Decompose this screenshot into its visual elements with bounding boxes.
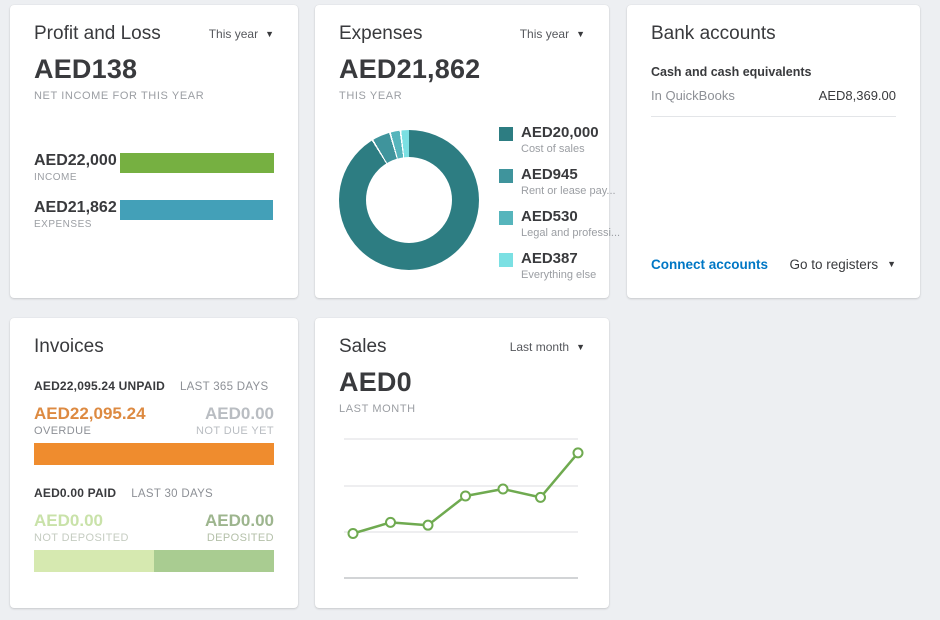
expenses-donut-chart: AED20,000 Cost of sales AED945 Rent or l… xyxy=(339,124,620,281)
unpaid-period: LAST 365 DAYS xyxy=(179,381,269,393)
legend-item[interactable]: AED945 Rent or lease pay... xyxy=(499,166,620,197)
pnl-period-dropdown[interactable]: This year ▼ xyxy=(209,27,274,41)
legend-value: AED945 xyxy=(521,166,578,183)
deposited-segment[interactable] xyxy=(154,550,274,572)
legend-swatch xyxy=(499,169,513,183)
pnl-income-row[interactable]: AED22,000 INCOME xyxy=(34,152,274,183)
sales-data-point xyxy=(385,516,396,528)
expenses-total-value: AED21,862 xyxy=(339,54,481,84)
invoices-card: Invoices AED22,095.24 UNPAID LAST 365 DA… xyxy=(10,318,298,608)
chevron-down-icon: ▼ xyxy=(576,28,585,39)
sales-data-point xyxy=(460,490,471,502)
legend-label: Legal and professi... xyxy=(521,227,621,239)
expenses-title: Expenses xyxy=(339,23,423,44)
bank-header: Bank accounts xyxy=(651,23,896,45)
legend-label: Cost of sales xyxy=(521,143,585,155)
pnl-expenses-label: EXPENSES xyxy=(34,219,92,230)
not-due-value: AED0.00 xyxy=(205,404,274,423)
legend-value: AED387 xyxy=(521,250,578,267)
go-to-registers-label: Go to registers xyxy=(789,257,879,272)
pnl-period-label: This year xyxy=(208,27,259,41)
not-deposited-label: NOT DEPOSITED xyxy=(34,532,129,544)
sales-data-point xyxy=(497,483,509,495)
expenses-total-label: THIS YEAR xyxy=(339,90,403,102)
legend-swatch xyxy=(499,253,513,267)
expenses-period-label: This year xyxy=(519,27,570,41)
pnl-bar-chart: AED22,000 INCOME AED21,862 EXPENSES xyxy=(34,152,274,230)
chevron-down-icon: ▼ xyxy=(576,341,585,352)
invoices-title: Invoices xyxy=(34,336,104,357)
pnl-expenses-value: AED21,862 xyxy=(34,199,117,216)
overdue-label: OVERDUE xyxy=(34,425,92,437)
not-deposited-segment[interactable] xyxy=(34,550,154,572)
bank-balance-source: In QuickBooks xyxy=(651,88,735,103)
pnl-header: Profit and Loss This year ▼ xyxy=(34,23,274,45)
expenses-header: Expenses This year ▼ xyxy=(339,23,585,45)
pnl-income-value: AED22,000 xyxy=(34,152,117,169)
legend-label: Everything else xyxy=(521,269,597,281)
invoices-header: Invoices xyxy=(34,336,274,358)
sales-card: Sales Last month ▼ AED0 LAST MONTH xyxy=(315,318,609,608)
bank-title: Bank accounts xyxy=(651,23,776,44)
unpaid-summary: AED22,095.24 UNPAID xyxy=(34,379,165,393)
legend-item[interactable]: AED387 Everything else xyxy=(499,250,620,281)
sales-data-point xyxy=(422,519,434,531)
sales-data-point xyxy=(347,528,359,540)
sales-period-label: Last month xyxy=(509,340,570,354)
paid-bar[interactable] xyxy=(34,550,274,572)
paid-summary: AED0.00 PAID xyxy=(34,486,117,500)
sales-header: Sales Last month ▼ xyxy=(339,336,585,358)
legend-value: AED530 xyxy=(521,208,578,225)
unpaid-bar[interactable] xyxy=(34,443,274,465)
legend-value: AED20,000 xyxy=(521,124,599,141)
legend-swatch xyxy=(499,211,513,225)
pnl-income-label: INCOME xyxy=(34,172,77,183)
donut-hole xyxy=(366,157,452,243)
sales-title: Sales xyxy=(339,336,387,357)
sales-total-value: AED0 xyxy=(339,367,412,397)
sales-total-label: LAST MONTH xyxy=(339,403,416,415)
not-due-label: NOT DUE YET xyxy=(196,425,274,437)
profit-and-loss-card: Profit and Loss This year ▼ AED138 NET I… xyxy=(10,5,298,298)
chevron-down-icon: ▼ xyxy=(887,259,896,269)
expenses-donut[interactable] xyxy=(339,130,479,270)
deposited-value: AED0.00 xyxy=(205,511,274,530)
chevron-down-icon: ▼ xyxy=(265,28,274,39)
expenses-card: Expenses This year ▼ AED21,862 THIS YEAR… xyxy=(315,5,620,298)
bank-footer: Connect accounts Go to registers ▼ xyxy=(651,257,896,272)
legend-item[interactable]: AED20,000 Cost of sales xyxy=(499,124,620,155)
deposited-label: DEPOSITED xyxy=(206,532,274,544)
legend-item[interactable]: AED530 Legal and professi... xyxy=(499,208,620,239)
pnl-title: Profit and Loss xyxy=(34,23,161,44)
overdue-value: AED22,095.24 xyxy=(34,404,146,423)
bank-accounts-card: Bank accounts Cash and cash equivalents … xyxy=(627,5,920,298)
bank-balance-row[interactable]: In QuickBooks AED8,369.00 xyxy=(651,88,896,117)
paid-period: LAST 30 DAYS xyxy=(131,488,214,500)
expenses-legend: AED20,000 Cost of sales AED945 Rent or l… xyxy=(499,124,620,281)
sales-line-chart xyxy=(344,438,584,579)
sales-period-dropdown[interactable]: Last month ▼ xyxy=(510,340,585,354)
pnl-bar[interactable] xyxy=(120,200,274,220)
pnl-expenses-row[interactable]: AED21,862 EXPENSES xyxy=(34,199,274,230)
sales-data-point xyxy=(572,447,584,459)
legend-label: Rent or lease pay... xyxy=(521,185,616,197)
pnl-bar[interactable] xyxy=(120,153,274,173)
expenses-period-dropdown[interactable]: This year ▼ xyxy=(520,27,585,41)
connect-accounts-link[interactable]: Connect accounts xyxy=(651,257,769,272)
bank-balance-value: AED8,369.00 xyxy=(818,88,896,103)
pnl-net-income-label: NET INCOME FOR THIS YEAR xyxy=(34,90,205,102)
sales-data-point xyxy=(535,491,546,503)
bank-account-name: Cash and cash equivalents xyxy=(651,65,812,79)
go-to-registers-dropdown[interactable]: Go to registers ▼ xyxy=(790,257,896,272)
legend-swatch xyxy=(499,127,513,141)
not-deposited-value: AED0.00 xyxy=(34,511,103,530)
pnl-net-income-value: AED138 xyxy=(34,54,138,84)
